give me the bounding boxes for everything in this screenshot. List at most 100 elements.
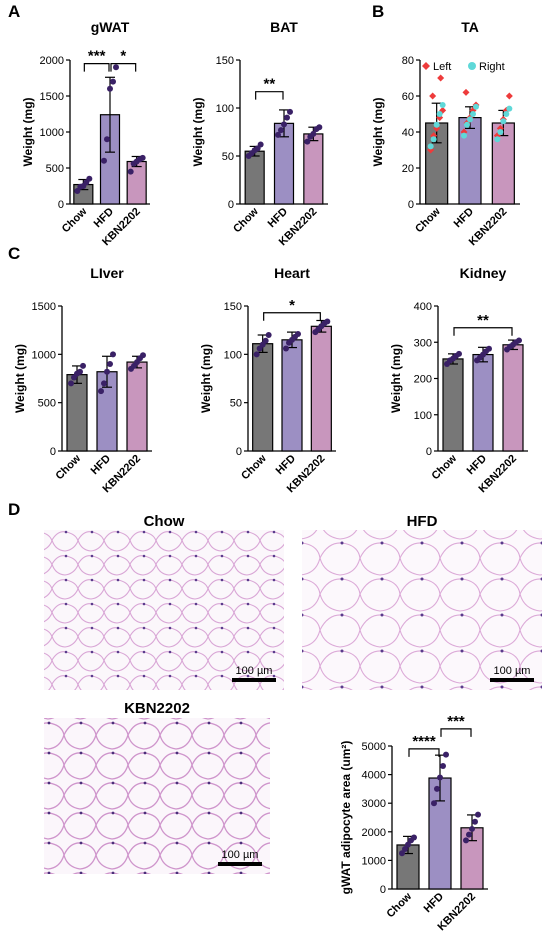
y-tick-label: 400 (414, 301, 432, 313)
significance-bracket (408, 748, 440, 757)
chart-title: Kidney (460, 265, 507, 281)
significance-bracket (263, 312, 321, 321)
significance-label: * (120, 48, 126, 65)
data-point (431, 800, 437, 807)
data-point (262, 337, 269, 344)
data-point (139, 154, 146, 161)
y-tick-label: 1500 (40, 91, 64, 103)
bar-hfd (281, 339, 303, 452)
significance-bracket (440, 728, 472, 737)
data-point (402, 845, 408, 852)
y-tick-label: 0 (236, 446, 242, 458)
y-tick-label: 1500 (32, 301, 56, 313)
data-point (77, 368, 83, 375)
legend-marker-left (422, 62, 430, 70)
chart-title: Heart (274, 265, 310, 281)
data-point-right (430, 136, 437, 143)
legend-marker-right (468, 62, 476, 70)
data-point-right (427, 143, 434, 150)
category-label: HFD (89, 453, 114, 478)
data-point (283, 345, 289, 352)
significance-label: ** (477, 312, 489, 329)
bar-kbn2202 (126, 160, 147, 205)
data-point (86, 175, 93, 182)
significance-label: ** (263, 76, 275, 93)
data-point (456, 350, 462, 357)
y-tick-label: 1000 (40, 127, 64, 139)
data-point-right (439, 102, 446, 108)
chart-title: LIver (90, 265, 124, 281)
panel-letter-a: A (8, 2, 21, 21)
y-tick-label: 500 (38, 398, 56, 410)
data-point (475, 811, 481, 818)
y-axis-label: Weight (mg) (389, 344, 403, 413)
scale-bar-label: 100 µm (494, 665, 531, 677)
scale-bar (232, 678, 276, 682)
data-point-left (462, 88, 470, 96)
y-tick-label: 50 (230, 398, 242, 410)
category-label: Chow (239, 452, 269, 482)
category-label: HFD (452, 206, 477, 231)
data-point (287, 108, 293, 115)
legend-label: Right (479, 61, 505, 73)
legend-label: Left (433, 61, 451, 73)
data-point (324, 318, 331, 325)
y-tick-label: 2000 (40, 55, 64, 67)
data-point-right (461, 132, 467, 139)
bar-chow (252, 343, 274, 452)
data-point (469, 825, 475, 832)
data-point (437, 774, 443, 781)
panel-letter-b: B (372, 2, 385, 21)
data-point-right (433, 121, 440, 128)
y-tick-label: 0 (380, 884, 386, 896)
data-point-right (467, 116, 473, 123)
data-point (107, 361, 113, 367)
chart-title: TA (461, 19, 479, 35)
data-point (80, 362, 86, 369)
data-point (284, 114, 290, 121)
data-point (281, 121, 287, 128)
micrograph-image (44, 530, 284, 690)
data-point (466, 831, 472, 838)
data-point (434, 785, 440, 792)
data-point (304, 138, 311, 145)
category-label: HFD (465, 453, 490, 478)
data-point-right (500, 118, 507, 125)
micrograph-chow: Chow 100 µm (44, 513, 284, 690)
panel-letter-c: C (8, 244, 21, 263)
significance-bracket (83, 63, 110, 72)
data-point (463, 837, 469, 844)
y-tick-label: 150 (216, 55, 234, 67)
chart-title: BAT (270, 19, 298, 35)
data-point-right (470, 111, 476, 117)
category-label: HFD (266, 206, 291, 231)
bar-chow (442, 358, 464, 452)
data-point (98, 388, 104, 395)
significance-bracket (255, 91, 284, 100)
y-tick-label: 80 (402, 55, 414, 67)
micrograph-title: Chow (144, 513, 185, 530)
data-point (516, 337, 522, 344)
data-point-right (473, 103, 479, 110)
y-tick-label: 3000 (362, 798, 386, 810)
y-axis-label: Weight (mg) (371, 97, 385, 166)
data-point (275, 131, 281, 138)
data-point-right (494, 136, 501, 143)
data-point-left (505, 92, 513, 100)
data-point (472, 818, 478, 825)
y-tick-label: 500 (46, 163, 64, 175)
bar-hfd (472, 353, 494, 452)
data-point (104, 368, 110, 375)
y-tick-label: 0 (408, 199, 414, 211)
bar-chow (244, 150, 265, 205)
category-label: Chow (60, 205, 90, 235)
micrograph-image (44, 718, 270, 874)
y-tick-label: 0 (50, 446, 56, 458)
panel-letter-d: D (8, 500, 21, 519)
data-point (257, 141, 264, 148)
y-tick-label: 50 (222, 151, 234, 163)
